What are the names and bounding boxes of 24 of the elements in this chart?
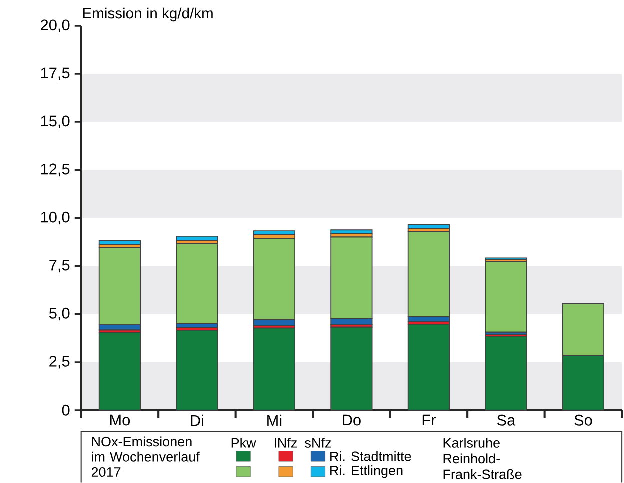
y-tick-label: 2,5 [50,356,70,369]
x-tick-label: Di [191,415,204,426]
y-tick-label: 7,5 [50,260,70,273]
y-tick-label: 15,0 [41,116,70,129]
y-tick-label: 20,0 [41,20,70,33]
x-tick-label: So [574,415,592,426]
text: Karlsruhe Reinhold-Frank-Straße [444,438,522,480]
text: sNfz [305,438,332,448]
text: lNfz [275,438,297,448]
y-axis-title: Emission in kg/d/km [83,8,213,22]
y-tick-label: 12,5 [41,164,70,177]
x-tick-label: Mo [110,415,130,426]
x-tick-label: Mi [268,415,282,426]
y-tick-label: 5,0 [49,308,70,321]
x-tick-label: Do [343,415,361,426]
y-tick-label: 0 [62,405,70,416]
y-tick-label: 17,5 [41,68,70,81]
text: Ri. Stadtmitte [330,452,412,462]
text: Pkw [232,438,256,448]
text: NOx-Emissionen im Wochenverlauf 2017 [92,436,200,478]
text: Ri. Ettlingen [330,466,403,478]
x-tick-label: Sa [497,415,516,426]
x-tick-label: Fr [422,415,436,426]
y-tick-label: 10,0 [41,212,70,225]
